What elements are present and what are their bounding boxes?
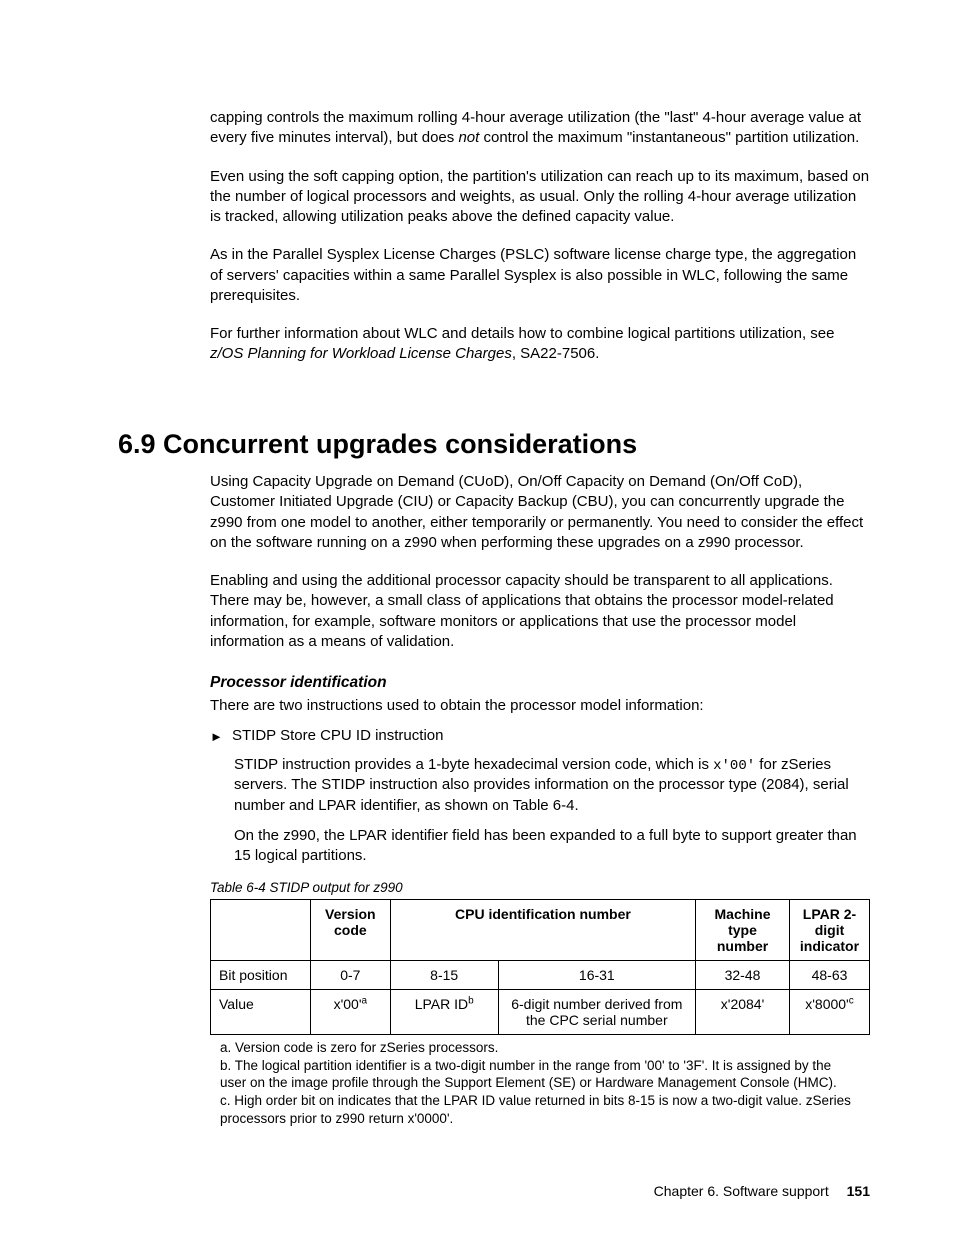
cell: Value (211, 990, 311, 1035)
doc-title-italic: z/OS Planning for Workload License Charg… (210, 345, 512, 362)
text: x'8000' (805, 996, 849, 1012)
paragraph: For further information about WLC and de… (210, 324, 870, 365)
table-row: Value x'00'a LPAR IDb 6-digit number der… (211, 990, 870, 1035)
section-body: Using Capacity Upgrade on Demand (CUoD),… (210, 472, 870, 1127)
th-version: Version code (310, 900, 390, 961)
th-lpar: LPAR 2-digit indicator (789, 900, 869, 961)
paragraph: Enabling and using the additional proces… (210, 571, 870, 652)
th-cpuid: CPU identification number (390, 900, 695, 961)
th-blank (211, 900, 311, 961)
text: LPAR ID (415, 996, 468, 1012)
paragraph: There are two instructions used to obtai… (210, 696, 870, 716)
page-footer: Chapter 6. Software support 151 (654, 1183, 870, 1199)
paragraph: capping controls the maximum rolling 4-h… (210, 108, 870, 149)
section-heading: 6.9 Concurrent upgrades considerations (118, 428, 637, 460)
text: For further information about WLC and de… (210, 325, 835, 342)
bullet-sub-paragraph: STIDP instruction provides a 1-byte hexa… (234, 755, 870, 816)
chapter-label: Chapter 6. Software support (654, 1183, 829, 1199)
footnote: a. Version code is zero for zSeries proc… (220, 1039, 860, 1057)
bullet-sub-paragraph: On the z990, the LPAR identifier field h… (234, 826, 870, 867)
cell: x'8000'c (789, 990, 869, 1035)
subheading: Processor identification (210, 674, 870, 692)
bullet-item: ► STIDP Store CPU ID instruction (210, 726, 870, 746)
cell: 8-15 (390, 961, 498, 990)
page-number: 151 (847, 1183, 870, 1199)
footnote-ref: c (849, 996, 854, 1007)
table-row: Bit position 0-7 8-15 16-31 32-48 48-63 (211, 961, 870, 990)
page: capping controls the maximum rolling 4-h… (0, 0, 954, 1235)
paragraph: As in the Parallel Sysplex License Charg… (210, 245, 870, 306)
th-machine: Machine type number (696, 900, 790, 961)
cell: Bit position (211, 961, 311, 990)
italic-word: not (458, 129, 479, 146)
footnote: b. The logical partition identifier is a… (220, 1057, 860, 1092)
table-footnotes: a. Version code is zero for zSeries proc… (220, 1039, 860, 1127)
cell: 16-31 (498, 961, 695, 990)
footnote: c. High order bit on indicates that the … (220, 1092, 860, 1127)
cell: 0-7 (310, 961, 390, 990)
text: control the maximum "instantaneous" part… (479, 129, 859, 146)
paragraph: Even using the soft capping option, the … (210, 167, 870, 228)
cell: 32-48 (696, 961, 790, 990)
paragraph: Using Capacity Upgrade on Demand (CUoD),… (210, 472, 870, 553)
text: x'00' (334, 996, 362, 1012)
bullet-text: STIDP Store CPU ID instruction (232, 726, 443, 746)
text: STIDP instruction provides a 1-byte hexa… (234, 756, 713, 773)
cell: x'2084' (696, 990, 790, 1035)
text: , SA22-7506. (512, 345, 600, 362)
footnote-ref: a (362, 996, 368, 1007)
cell: 6-digit number derived from the CPC seri… (498, 990, 695, 1035)
table-header-row: Version code CPU identification number M… (211, 900, 870, 961)
footnote-ref: b (468, 996, 474, 1007)
cell: 48-63 (789, 961, 869, 990)
stidp-table: Version code CPU identification number M… (210, 899, 870, 1035)
cell: x'00'a (310, 990, 390, 1035)
table-caption: Table 6-4 STIDP output for z990 (210, 880, 870, 895)
body-text-top: capping controls the maximum rolling 4-h… (210, 108, 870, 383)
code-inline: x'00' (713, 758, 755, 774)
bullet-marker-icon: ► (210, 726, 232, 746)
cell: LPAR IDb (390, 990, 498, 1035)
